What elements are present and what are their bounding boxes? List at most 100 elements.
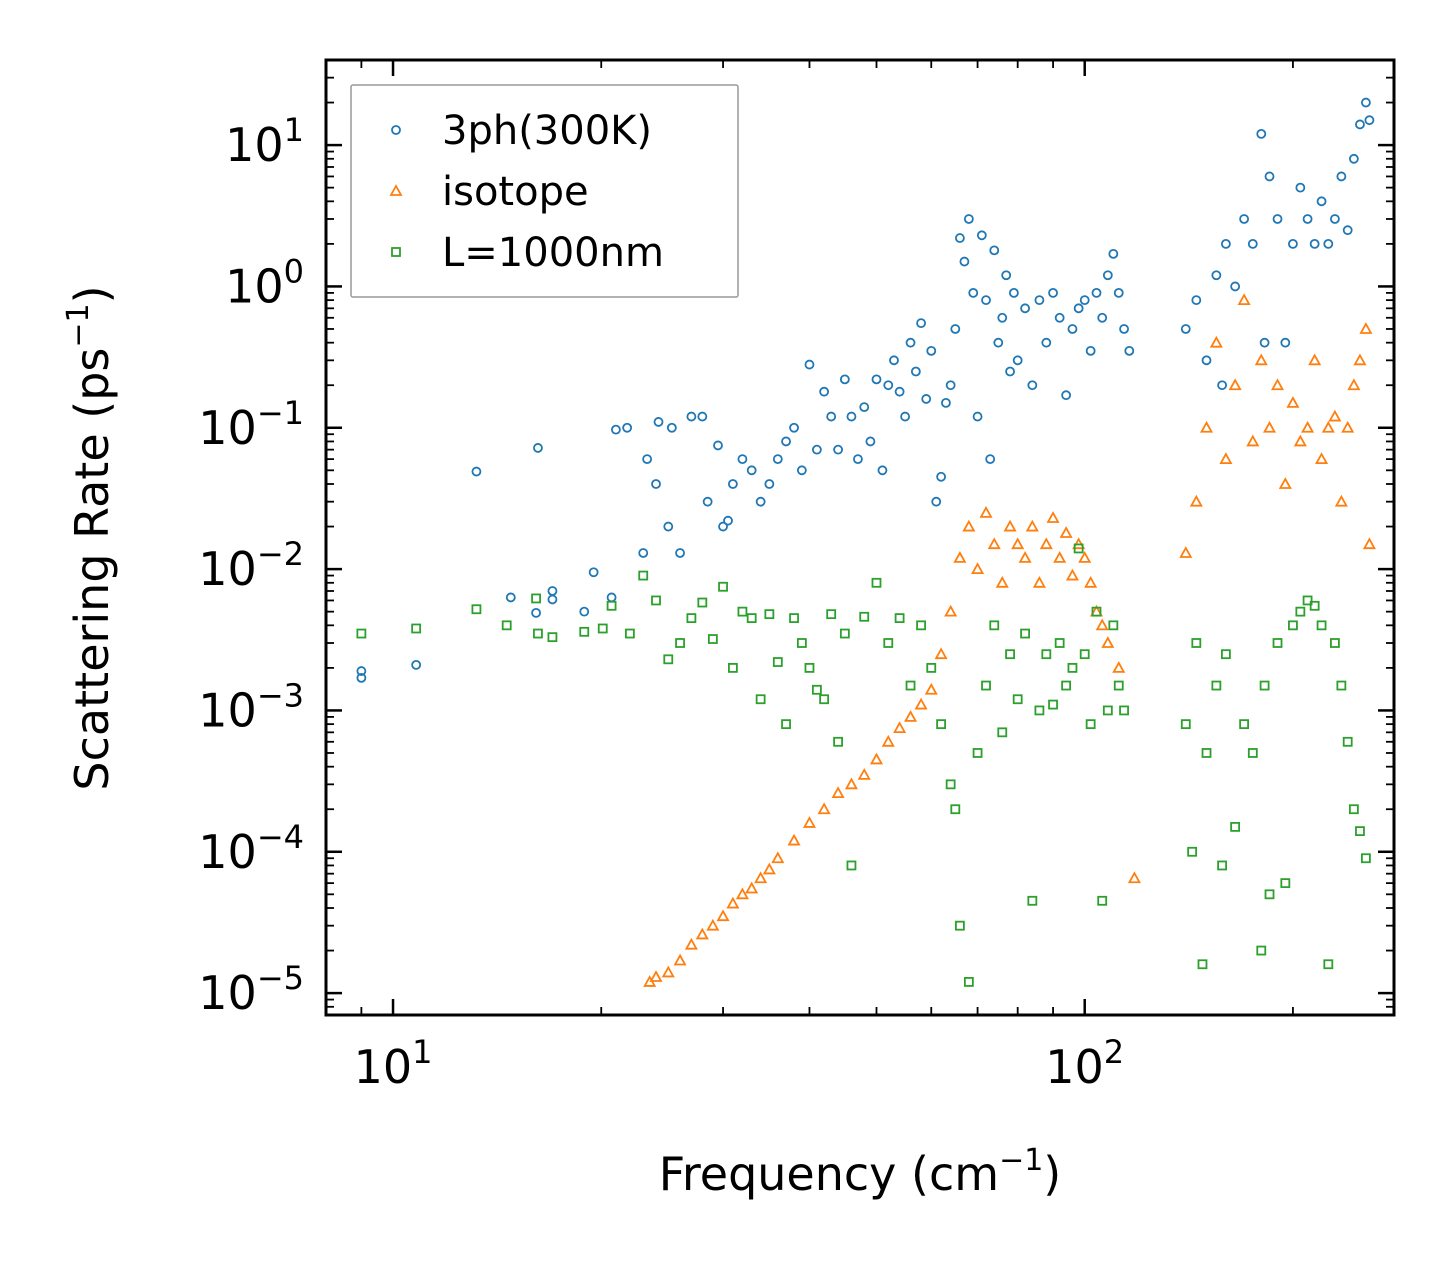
data-point [1180,719,1191,730]
data-point [1005,366,1015,377]
legend-box [350,84,739,298]
data-point [755,496,766,507]
data-point [1084,575,1098,588]
data-point [675,638,685,648]
data-point [968,287,979,298]
data-point [606,600,617,611]
data-point [531,593,541,604]
data-point [1230,821,1241,832]
data-point [533,628,543,639]
data-point [1187,846,1198,857]
data-point [547,586,558,596]
data-point [833,444,843,455]
data-point [945,779,956,790]
legend-entry: L=1000nm [391,230,664,276]
data-point [597,623,608,634]
data-point [1316,196,1327,207]
data-point [1359,322,1373,334]
data-point [1085,719,1096,730]
data-point [804,662,815,673]
data-point [1108,620,1119,631]
data-point [1237,293,1251,306]
data-point [976,230,987,241]
legend-marker [391,125,401,135]
data-point [1348,804,1359,815]
data-point [1264,171,1275,182]
data-point [764,609,775,620]
data-point [735,887,749,900]
data-point [905,337,916,348]
data-point [936,719,947,730]
data-point [1361,97,1371,108]
data-point [1073,303,1084,314]
data-point [1323,959,1334,970]
data-point [356,672,367,683]
data-point [1119,324,1129,334]
data-point [831,786,845,799]
y-tick-label: 10−5 [198,959,304,1020]
data-point [1288,620,1298,631]
data-point [1264,889,1275,900]
data-point [1054,638,1065,648]
data-point [718,581,728,592]
data-point [746,465,757,476]
data-point [653,417,664,427]
data-point [1199,420,1214,433]
data-point [926,662,937,673]
data-point [606,592,617,603]
data-point [666,422,677,433]
data-point [1259,680,1270,691]
legend: 3ph(300K) isotope L=1000nm [350,84,739,298]
data-point [1048,287,1058,298]
data-point [1003,519,1017,532]
data-point [533,443,543,453]
data-point [675,548,685,558]
y-tick-label: 100 [225,252,304,313]
data-point [985,454,996,465]
data-point [1220,649,1231,660]
data-point [356,666,367,676]
data-point [787,833,801,846]
data-point [702,496,713,507]
data-point [839,374,850,385]
data-point [1239,719,1250,730]
data-point [989,245,1000,256]
data-point [1270,378,1285,391]
data-point [997,312,1008,323]
data-point [1079,295,1090,306]
data-point [1091,606,1102,617]
data-point [1102,705,1113,716]
data-point [547,594,558,605]
data-point [1217,380,1228,391]
data-point [745,881,759,894]
data-point [661,965,675,978]
data-point [1201,355,1212,366]
data-point [1034,705,1045,716]
data-point [1347,378,1361,391]
data-point [622,422,633,433]
data-point [1219,452,1233,465]
data-point [979,506,993,518]
data-point [1309,600,1320,611]
data-point [1228,378,1242,391]
data-point [1085,345,1096,356]
data-point [963,977,974,987]
data-point [1046,511,1060,523]
data-point [972,411,983,422]
data-point [1323,238,1334,249]
data-point [811,684,822,695]
y-tick-label: 10−4 [198,818,304,879]
data-point [894,386,905,397]
data-point [1095,618,1109,631]
data-point [921,394,932,404]
data-point [1061,680,1072,691]
data-point [1246,434,1260,447]
data-point [1355,826,1365,837]
data-point [707,634,718,644]
data-point [1272,638,1283,648]
data-point [1061,390,1072,401]
data-point [1211,270,1222,281]
data-point [754,871,768,884]
data-point [981,680,991,691]
data-point [1321,420,1335,433]
